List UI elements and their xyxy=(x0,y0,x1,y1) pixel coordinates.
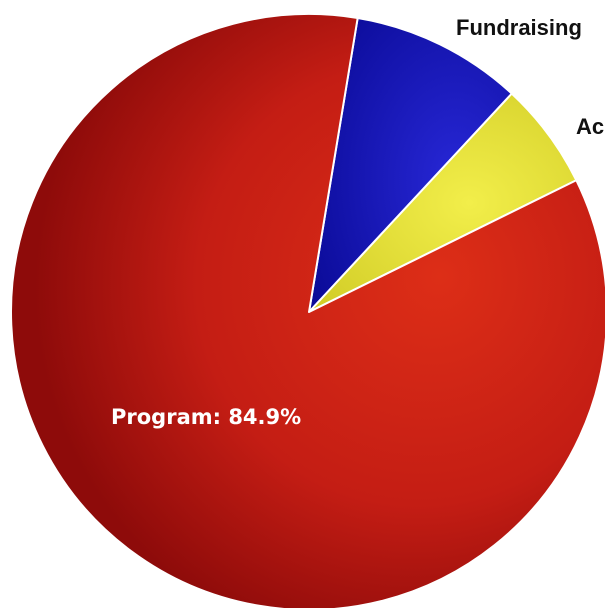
label-fundraising: Fundraising xyxy=(456,15,582,40)
pie-slice-program xyxy=(10,13,605,608)
label-administration: Ac xyxy=(576,114,604,139)
pie-slice-fundraising xyxy=(308,17,513,313)
label-program: Program: 84.9% xyxy=(111,405,301,429)
